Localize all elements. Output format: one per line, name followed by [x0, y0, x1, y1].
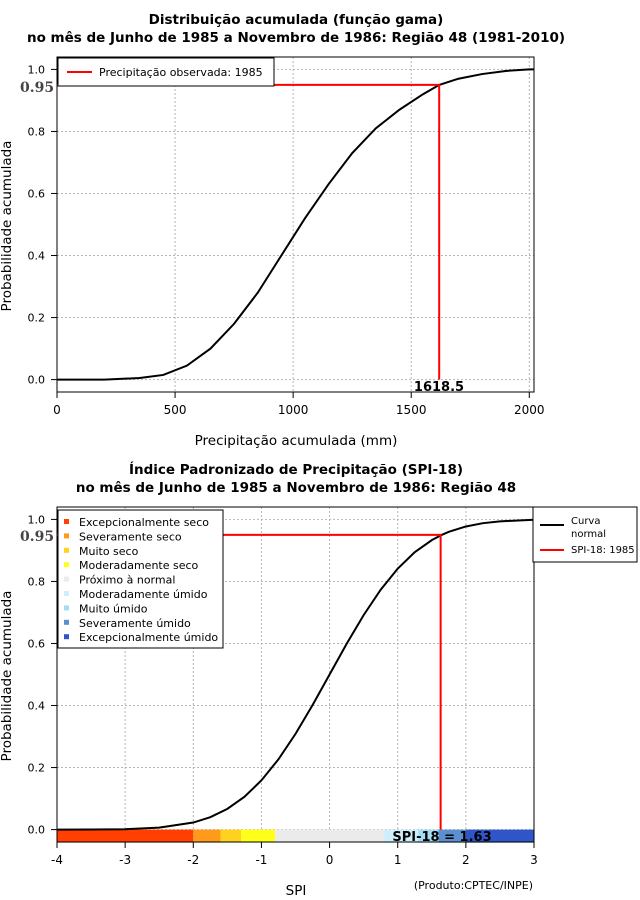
- chart-2-category-legend-box: [57, 509, 224, 649]
- category-legend-label: Muito úmido: [79, 602, 148, 615]
- chart-2-credit: (Produto:CPTEC/INPE): [414, 879, 533, 892]
- chart-2-x-tick-label: -1: [255, 853, 267, 867]
- chart-2-plot-frame: [56, 506, 535, 843]
- chart-2-value-label: SPI-18 = 1.63: [392, 830, 491, 845]
- chart-1-observed-line: [57, 83, 441, 380]
- chart-2-x-tick-label: -4: [51, 853, 63, 867]
- chart-2-x-tick-label: 0: [326, 853, 334, 867]
- chart-1-value-label: 1618.5: [414, 380, 464, 395]
- chart-2-x-tick-label: 2: [462, 853, 470, 867]
- category-band: [465, 829, 534, 843]
- chart-1: Distribuição acumulada (função gama) no …: [0, 12, 565, 449]
- chart-1-y-tick-label: 0.0: [28, 374, 46, 387]
- chart-1-y-tick-label: 0.2: [28, 312, 46, 325]
- chart-2-legend-curve-label: Curva normal: [571, 516, 606, 540]
- chart-1-x-tick-label: 500: [164, 403, 187, 417]
- chart-2-y-tick-label: 1.0: [28, 513, 46, 526]
- chart-1-x-axis-label: Precipitação acumulada (mm): [195, 433, 398, 449]
- chart-1-y-axis-label: Probabilidade acumulada: [0, 141, 15, 312]
- chart-1-legend: Precipitação observada: 1985: [57, 57, 275, 87]
- chart-2-y-tick-label: 0.4: [28, 700, 46, 713]
- chart-1-y-tick-label: 1.0: [28, 63, 46, 76]
- chart-1-probability-label: 0.95: [20, 80, 54, 96]
- category-legend-swatch: [64, 562, 69, 568]
- category-legend-swatch: [64, 576, 69, 582]
- chart-2-y-ticks: 0.0 0.2 0.4 0.6 0.8 1.0: [28, 513, 57, 837]
- chart-1-plot-frame: [56, 56, 535, 393]
- category-band: [193, 829, 221, 843]
- chart-2-legend-spi-label: SPI-18: 1985: [571, 545, 635, 556]
- chart-2-y-tick-label: 0.6: [28, 637, 46, 650]
- chart-1-x-tick-label: 1500: [396, 403, 427, 417]
- chart-1-subtitle: no mês de Junho de 1985 a Novembro de 19…: [27, 30, 565, 46]
- category-legend-label: Muito seco: [79, 545, 139, 558]
- category-legend-swatch: [64, 591, 69, 596]
- category-band: [418, 829, 439, 843]
- category-legend-swatch: [64, 605, 69, 611]
- category-legend-label: Excepcionalmente seco: [79, 516, 209, 529]
- category-legend-label: Excepcionalmente úmido: [79, 631, 218, 644]
- chart-2-series-legend-box: [532, 506, 638, 563]
- category-band: [384, 829, 419, 843]
- chart-2: Índice Padronizado de Precipitação (SPI-…: [0, 461, 638, 899]
- category-legend-label: Próximo à normal: [79, 574, 175, 587]
- chart-2-y-axis-label: Probabilidade acumulada: [0, 591, 15, 762]
- chart-2-probability-label: 0.95: [20, 529, 54, 545]
- chart-1-y-tick-label: 0.6: [28, 187, 46, 200]
- chart-1-grid: [56, 57, 534, 392]
- category-band: [438, 829, 466, 843]
- chart-2-x-tick-label: -2: [187, 853, 199, 867]
- chart-2-series-legend: Curva normal SPI-18: 1985: [532, 506, 638, 563]
- category-legend-label: Moderadamente úmido: [79, 588, 208, 601]
- chart-2-y-tick-label: 0.0: [28, 824, 46, 837]
- chart-2-category-bar: [57, 829, 534, 843]
- chart-2-x-ticks: -4 -3 -2 -1 0 1 2 3: [51, 842, 538, 867]
- chart-2-x-tick-label: 1: [394, 853, 402, 867]
- category-legend-swatch: [64, 634, 69, 640]
- chart-1-title: Distribuição acumulada (função gama): [149, 12, 444, 28]
- chart-1-series-layer: [57, 68, 534, 381]
- chart-2-cdf-curve: [56, 518, 535, 831]
- chart-1-legend-label: Precipitação observada: 1985: [99, 66, 263, 79]
- chart-1-x-tick-label: 1000: [278, 403, 309, 417]
- chart-1-x-tick-label: 0: [53, 403, 61, 417]
- category-legend-swatch: [64, 533, 69, 539]
- chart-2-y-tick-label: 0.8: [28, 575, 46, 588]
- category-legend-swatch: [64, 519, 69, 524]
- chart-1-y-tick-label: 0.4: [28, 250, 46, 263]
- chart-1-x-tick-label: 2000: [514, 403, 545, 417]
- chart-1-y-ticks: 0.0 0.2 0.4 0.6 0.8 1.0: [28, 63, 57, 387]
- category-legend-label: Severamente seco: [79, 530, 182, 543]
- category-legend-label: Severamente úmido: [79, 617, 191, 630]
- category-band: [220, 829, 241, 843]
- chart-1-cdf-curve: [57, 68, 534, 381]
- category-band: [57, 829, 194, 843]
- chart-2-subtitle: no mês de Junho de 1985 a Novembro de 19…: [76, 480, 516, 496]
- category-legend-label: Moderadamente seco: [79, 559, 199, 572]
- category-legend-swatch: [64, 619, 69, 625]
- chart-2-y-tick-label: 0.2: [28, 762, 46, 775]
- category-band: [240, 829, 276, 843]
- chart-2-x-axis-label: SPI: [286, 883, 307, 899]
- category-band: [275, 829, 385, 843]
- chart-1-y-tick-label: 0.8: [28, 125, 46, 138]
- chart-1-x-ticks: 0 500 1000 1500 2000: [53, 392, 545, 417]
- chart-2-title: Índice Padronizado de Precipitação (SPI-…: [129, 461, 463, 478]
- chart-1-legend-box: [57, 57, 275, 87]
- chart-2-x-tick-label: -3: [119, 853, 131, 867]
- chart-2-x-tick-label: 3: [530, 853, 538, 867]
- category-legend-swatch: [64, 547, 69, 553]
